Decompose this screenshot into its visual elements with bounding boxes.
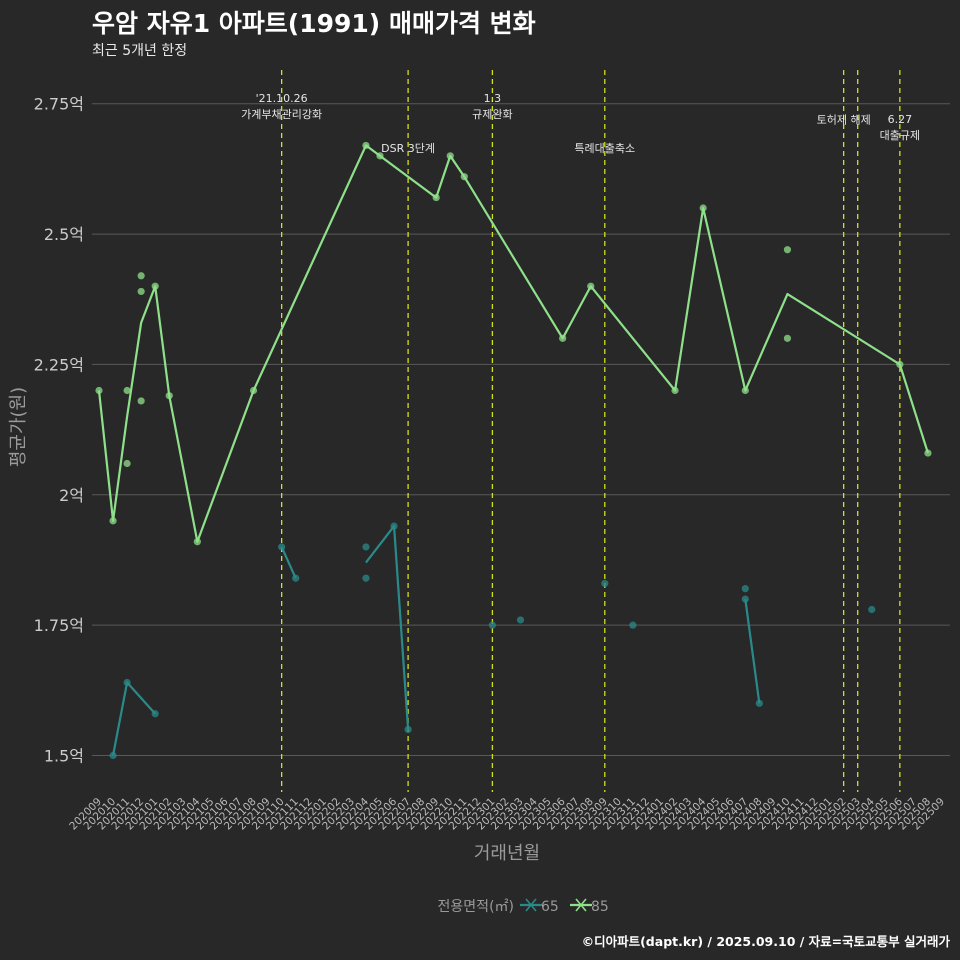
y-tick-label-1: 1.75억: [34, 616, 84, 635]
series-85-point-6: [137, 397, 145, 405]
series-65-point-7: [390, 522, 398, 530]
series-65-line-3: [744, 598, 761, 704]
series-85-point-11: [362, 141, 370, 150]
series-85-point-8: [165, 392, 173, 400]
series-85-point-22: [783, 334, 792, 342]
series-85-point-12: [376, 152, 384, 160]
y-tick-label-5: 2.75억: [34, 95, 84, 114]
event-label-4: 토허제 해제: [817, 112, 871, 126]
series-85-point-3: [123, 459, 131, 468]
series-85-point-5: [137, 287, 145, 296]
series-65-line-1: [280, 546, 297, 579]
event-label-0: '21.10.26 가계부채관리강화: [241, 92, 322, 121]
series-85-point-0: [95, 386, 103, 395]
legend-swatch-mark-65: [525, 898, 537, 912]
series-85-point-24: [924, 449, 932, 457]
x-axis-title: 거래년월: [474, 843, 540, 864]
series-65-point-10: [516, 616, 525, 624]
y-axis-title: 평균가(원): [8, 387, 29, 467]
series-85-point-4: [137, 272, 145, 280]
series-85-point-14: [446, 152, 454, 160]
y-tick-label-3: 2.25억: [34, 355, 84, 374]
series-85-point-21: [783, 246, 792, 254]
legend-swatch-mark-85: [575, 898, 587, 912]
series-85-point-17: [587, 282, 595, 290]
event-label-6: 6.27 대출규제: [880, 113, 920, 142]
series-65-point-4: [292, 574, 300, 582]
series-85-point-23: [896, 360, 904, 369]
series-85-point-13: [432, 193, 440, 202]
y-tick-label-4: 2.5억: [44, 225, 84, 244]
series-65-point-14: [741, 595, 749, 603]
series-85-point-16: [559, 334, 567, 342]
chart-subtitle: 최근 5개년 한정: [92, 43, 188, 59]
series-65-point-13: [741, 585, 749, 593]
series-65-point-1: [123, 678, 131, 687]
series-65-point-15: [755, 699, 763, 707]
series-85-point-10: [249, 386, 258, 395]
series-85-point-15: [460, 173, 468, 181]
series-65-point-3: [278, 543, 286, 551]
legend-label-65: 65: [541, 899, 559, 915]
chart-title: 우암 자유1 아파트(1991) 매매가격 변화: [92, 9, 536, 38]
series-85-point-1: [109, 517, 117, 525]
event-label-2: 1.3 규제완화: [472, 92, 512, 121]
series-65-point-9: [488, 621, 496, 629]
series-85-line-0: [97, 144, 929, 543]
series-85-point-18: [671, 386, 679, 395]
legend-title: 전용면적(㎡): [438, 899, 514, 915]
event-label-1: DSR 3단계: [381, 142, 435, 155]
y-tick-label-0: 1.5억: [44, 747, 84, 766]
series-65-point-6: [362, 574, 370, 582]
series-85-point-7: [151, 282, 159, 290]
series-85-point-19: [699, 204, 707, 212]
series-65-point-5: [362, 543, 370, 551]
series-85-point-2: [123, 386, 131, 395]
series-65-line-0: [111, 681, 157, 756]
series-65-line-2: [365, 524, 410, 730]
series-85-point-20: [741, 386, 749, 395]
series-65-point-0: [109, 751, 117, 760]
source-caption: ©디아파트(dapt.kr) / 2025.09.10 / 자료=국토교통부 실…: [581, 934, 950, 949]
series-65-point-12: [629, 621, 637, 629]
legend-label-85: 85: [591, 899, 609, 915]
series-65-point-8: [404, 725, 412, 734]
series-65-point-16: [868, 605, 876, 614]
series-65-point-2: [151, 710, 159, 718]
y-tick-label-2: 2억: [59, 486, 84, 505]
series-85-point-9: [193, 538, 201, 546]
event-label-3: 특례대출축소: [574, 142, 635, 155]
series-65-point-11: [601, 579, 609, 588]
